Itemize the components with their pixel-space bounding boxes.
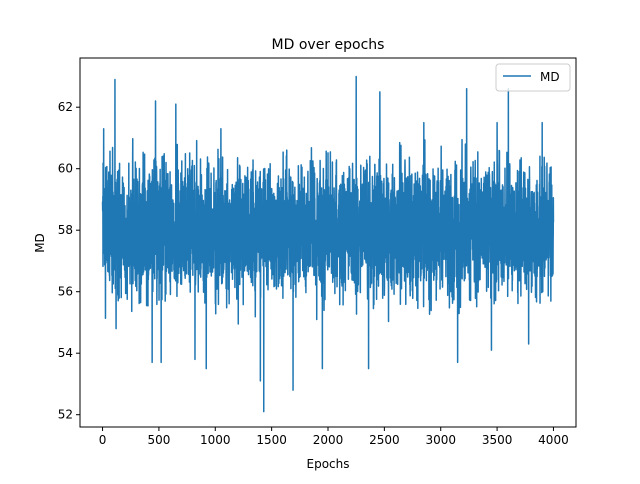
x-tick-label: 2500 xyxy=(369,433,400,447)
legend-box xyxy=(495,63,571,92)
y-axis-label: MD xyxy=(33,233,47,253)
x-tick-label: 0 xyxy=(99,433,107,447)
chart-title: MD over epochs xyxy=(272,37,385,53)
y-tick-label: 56 xyxy=(58,285,73,299)
plot-area xyxy=(79,57,577,428)
x-tick-label: 500 xyxy=(147,433,170,447)
legend: MD xyxy=(495,63,571,92)
y-tick-label: 58 xyxy=(58,223,73,237)
x-axis: 0 500 1000 1500 2000 2500 3000 3500 4000 xyxy=(99,427,569,447)
x-tick-label: 1500 xyxy=(256,433,287,447)
x-tick-label: 3000 xyxy=(425,433,456,447)
series-layer xyxy=(101,75,555,413)
y-tick-label: 54 xyxy=(58,346,73,360)
series-line-md xyxy=(101,75,555,413)
y-axis: 52 54 56 58 60 62 xyxy=(58,100,80,422)
legend-entry-md: MD xyxy=(540,70,560,84)
y-tick-label: 60 xyxy=(58,162,73,176)
y-tick-label: 62 xyxy=(58,100,73,114)
x-tick-label: 4000 xyxy=(538,433,569,447)
x-tick-label: 2000 xyxy=(313,433,344,447)
y-tick-label: 52 xyxy=(58,408,73,422)
x-axis-label: Epochs xyxy=(307,457,350,471)
x-tick-label: 3500 xyxy=(482,433,513,447)
x-tick-label: 1000 xyxy=(200,433,231,447)
